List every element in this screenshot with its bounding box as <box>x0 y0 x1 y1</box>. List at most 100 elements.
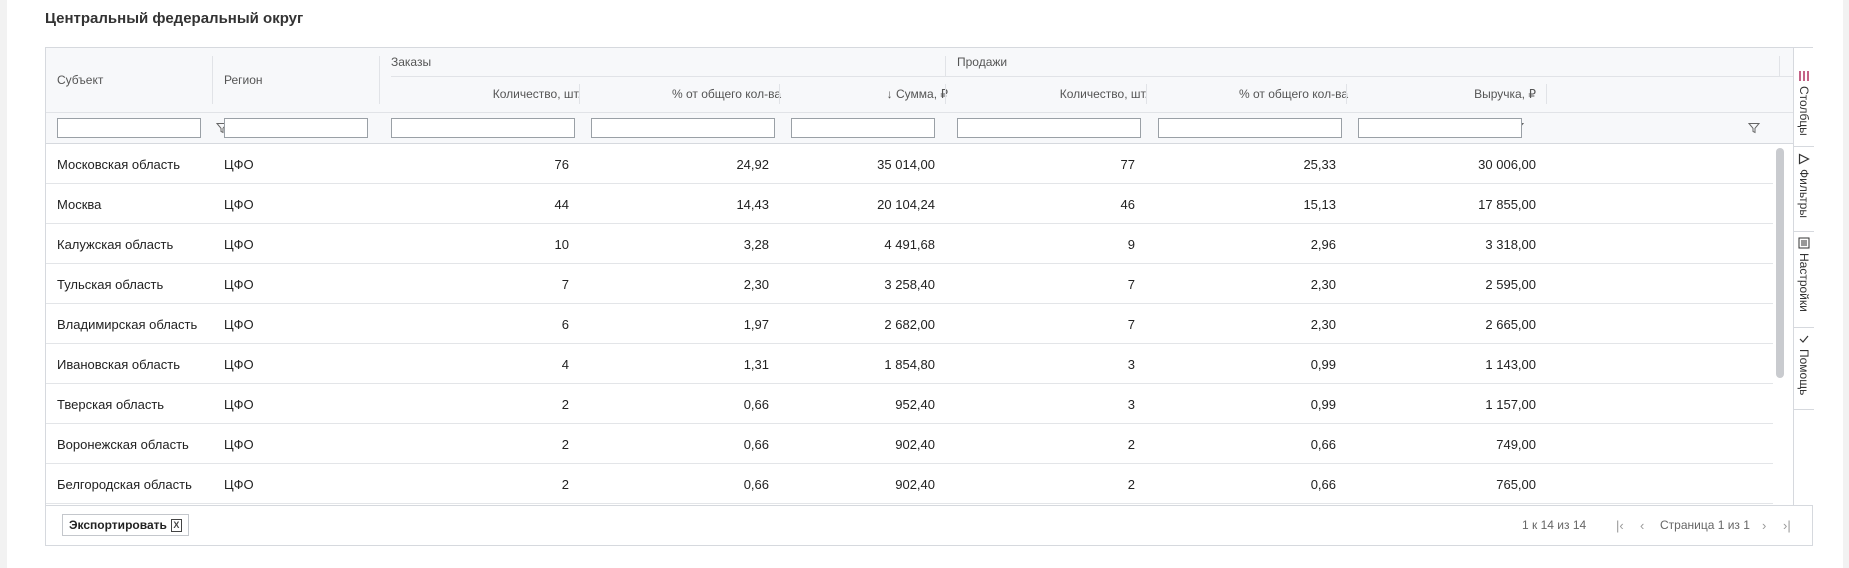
header-subject[interactable]: Субъект <box>57 73 104 87</box>
tab-columns[interactable]: Столбцы <box>1794 48 1814 147</box>
cell-orders-sum: 20 104,24 <box>877 196 935 212</box>
vertical-scrollbar[interactable] <box>1776 148 1784 378</box>
table-row[interactable]: Воронежская область ЦФО 2 0,66 902,40 2 … <box>46 424 1773 464</box>
settings-icon <box>1798 237 1810 249</box>
header-region[interactable]: Регион <box>224 73 263 87</box>
table-row[interactable]: Московская область ЦФО 76 24,92 35 014,0… <box>46 144 1773 184</box>
cell-sales-pct: 2,96 <box>1310 236 1336 252</box>
last-page-icon[interactable]: ›| <box>1783 518 1791 533</box>
cell-orders-sum: 2 682,00 <box>884 316 935 332</box>
header-orders-sum[interactable]: ↓ Сумма, ₽ <box>886 87 948 101</box>
page-title: Центральный федеральный округ <box>45 10 304 27</box>
next-page-icon[interactable]: › <box>1762 518 1767 533</box>
header-sales-revenue[interactable]: Выручка, ₽ <box>1474 87 1536 101</box>
table-row[interactable]: Москва ЦФО 44 14,43 20 104,24 46 15,13 1… <box>46 184 1773 224</box>
cell-orders-sum: 3 258,40 <box>884 276 935 292</box>
cell-sales-pct: 25,33 <box>1303 156 1336 172</box>
cell-sales-revenue: 765,00 <box>1496 476 1536 492</box>
cell-orders-qty: 6 <box>561 316 569 332</box>
tab-filters-label: Фильтры <box>1797 169 1811 218</box>
col-separator <box>1546 84 1547 104</box>
cell-orders-qty: 2 <box>561 476 569 492</box>
cell-orders-pct: 2,30 <box>743 276 769 292</box>
cell-sales-revenue: 30 006,00 <box>1478 156 1536 172</box>
table-row[interactable]: Калужская область ЦФО 10 3,28 4 491,68 9… <box>46 224 1773 264</box>
table-row[interactable]: Тульская область ЦФО 7 2,30 3 258,40 7 2… <box>46 264 1773 304</box>
header-sales-group: Продажи <box>957 55 1008 69</box>
cell-sales-pct: 0,99 <box>1310 396 1336 412</box>
cell-orders-pct: 0,66 <box>743 396 769 412</box>
cell-sales-revenue: 749,00 <box>1496 436 1536 452</box>
cell-orders-pct: 1,97 <box>743 316 769 332</box>
filter-input-orders-pct[interactable] <box>591 118 775 138</box>
cell-subject: Тверская область <box>57 396 165 412</box>
tab-settings[interactable]: Настройки <box>1794 232 1814 328</box>
filter-input-sales-revenue[interactable] <box>1358 118 1522 138</box>
table-row[interactable]: Ивановская область ЦФО 4 1,31 1 854,80 3… <box>46 344 1773 384</box>
header-orders-qty[interactable]: Количество, шт. <box>492 87 581 101</box>
export-button[interactable]: Экспортировать X <box>62 514 189 536</box>
columns-icon <box>1799 71 1809 81</box>
group-divider <box>391 76 1793 77</box>
filter-row-divider <box>46 112 1793 113</box>
cell-sales-qty: 3 <box>1127 356 1135 372</box>
cell-subject: Ивановская область <box>57 356 180 372</box>
col-separator <box>1346 84 1347 104</box>
cell-region: ЦФО <box>224 476 254 492</box>
cell-sales-pct: 2,30 <box>1310 316 1336 332</box>
cell-region: ЦФО <box>224 356 254 372</box>
cell-region: ЦФО <box>224 236 254 252</box>
funnel-icon[interactable] <box>1748 122 1760 134</box>
cell-region: ЦФО <box>224 276 254 292</box>
grid-header: Субъект Регион Заказы Продажи Количество… <box>46 48 1793 144</box>
header-orders-group: Заказы <box>391 55 432 69</box>
excel-icon: X <box>170 518 182 532</box>
filter-input-subject[interactable] <box>57 118 201 138</box>
cell-orders-qty: 7 <box>561 276 569 292</box>
filter-input-sales-qty[interactable] <box>957 118 1141 138</box>
grid-body: Московская область ЦФО 76 24,92 35 014,0… <box>46 144 1773 505</box>
cell-subject: Воронежская область <box>57 436 189 452</box>
first-page-icon[interactable]: |‹ <box>1616 518 1624 533</box>
pagination-range: 1 к 14 из 14 <box>1522 518 1587 532</box>
cell-subject: Тульская область <box>57 276 164 292</box>
cell-region: ЦФО <box>224 156 254 172</box>
tab-columns-label: Столбцы <box>1797 86 1811 136</box>
filter-input-orders-qty[interactable] <box>391 118 575 138</box>
header-sales-qty[interactable]: Количество, шт. <box>1059 87 1148 101</box>
cell-sales-qty: 2 <box>1127 436 1135 452</box>
filter-input-region[interactable] <box>224 118 368 138</box>
table-row[interactable]: Белгородская область ЦФО 2 0,66 902,40 2… <box>46 464 1773 504</box>
col-separator <box>579 84 580 104</box>
cell-orders-sum: 4 491,68 <box>884 236 935 252</box>
tab-help[interactable]: Помощь <box>1794 328 1814 410</box>
cell-orders-pct: 1,31 <box>743 356 769 372</box>
cell-sales-pct: 15,13 <box>1303 196 1336 212</box>
tab-settings-label: Настройки <box>1797 253 1811 312</box>
cell-sales-revenue: 1 157,00 <box>1485 396 1536 412</box>
cell-sales-qty: 46 <box>1120 196 1135 212</box>
table-row[interactable]: Владимирская область ЦФО 6 1,97 2 682,00… <box>46 304 1773 344</box>
cell-region: ЦФО <box>224 396 254 412</box>
cell-sales-qty: 7 <box>1127 276 1135 292</box>
cell-region: ЦФО <box>224 196 254 212</box>
cell-sales-qty: 77 <box>1120 156 1135 172</box>
filter-input-sales-pct[interactable] <box>1158 118 1342 138</box>
cell-orders-pct: 24,92 <box>736 156 769 172</box>
filter-input-orders-sum[interactable] <box>791 118 935 138</box>
export-button-label: Экспортировать <box>69 518 167 532</box>
col-separator <box>1146 84 1147 104</box>
cell-region: ЦФО <box>224 316 254 332</box>
col-separator <box>379 56 380 104</box>
cell-orders-qty: 44 <box>554 196 569 212</box>
tab-help-label: Помощь <box>1797 349 1811 396</box>
prev-page-icon[interactable]: ‹ <box>1640 518 1645 533</box>
header-orders-pct[interactable]: % от общего кол-ва <box>671 87 781 101</box>
cell-sales-pct: 0,66 <box>1310 436 1336 452</box>
tab-filters[interactable]: Фильтры <box>1794 147 1814 232</box>
table-row[interactable]: Тверская область ЦФО 2 0,66 952,40 3 0,9… <box>46 384 1773 424</box>
header-sales-pct[interactable]: % от общего кол-ва <box>1238 87 1348 101</box>
data-grid: Субъект Регион Заказы Продажи Количество… <box>45 47 1814 546</box>
cell-orders-pct: 3,28 <box>743 236 769 252</box>
pagination-page: Страница 1 из 1 <box>1660 518 1750 532</box>
